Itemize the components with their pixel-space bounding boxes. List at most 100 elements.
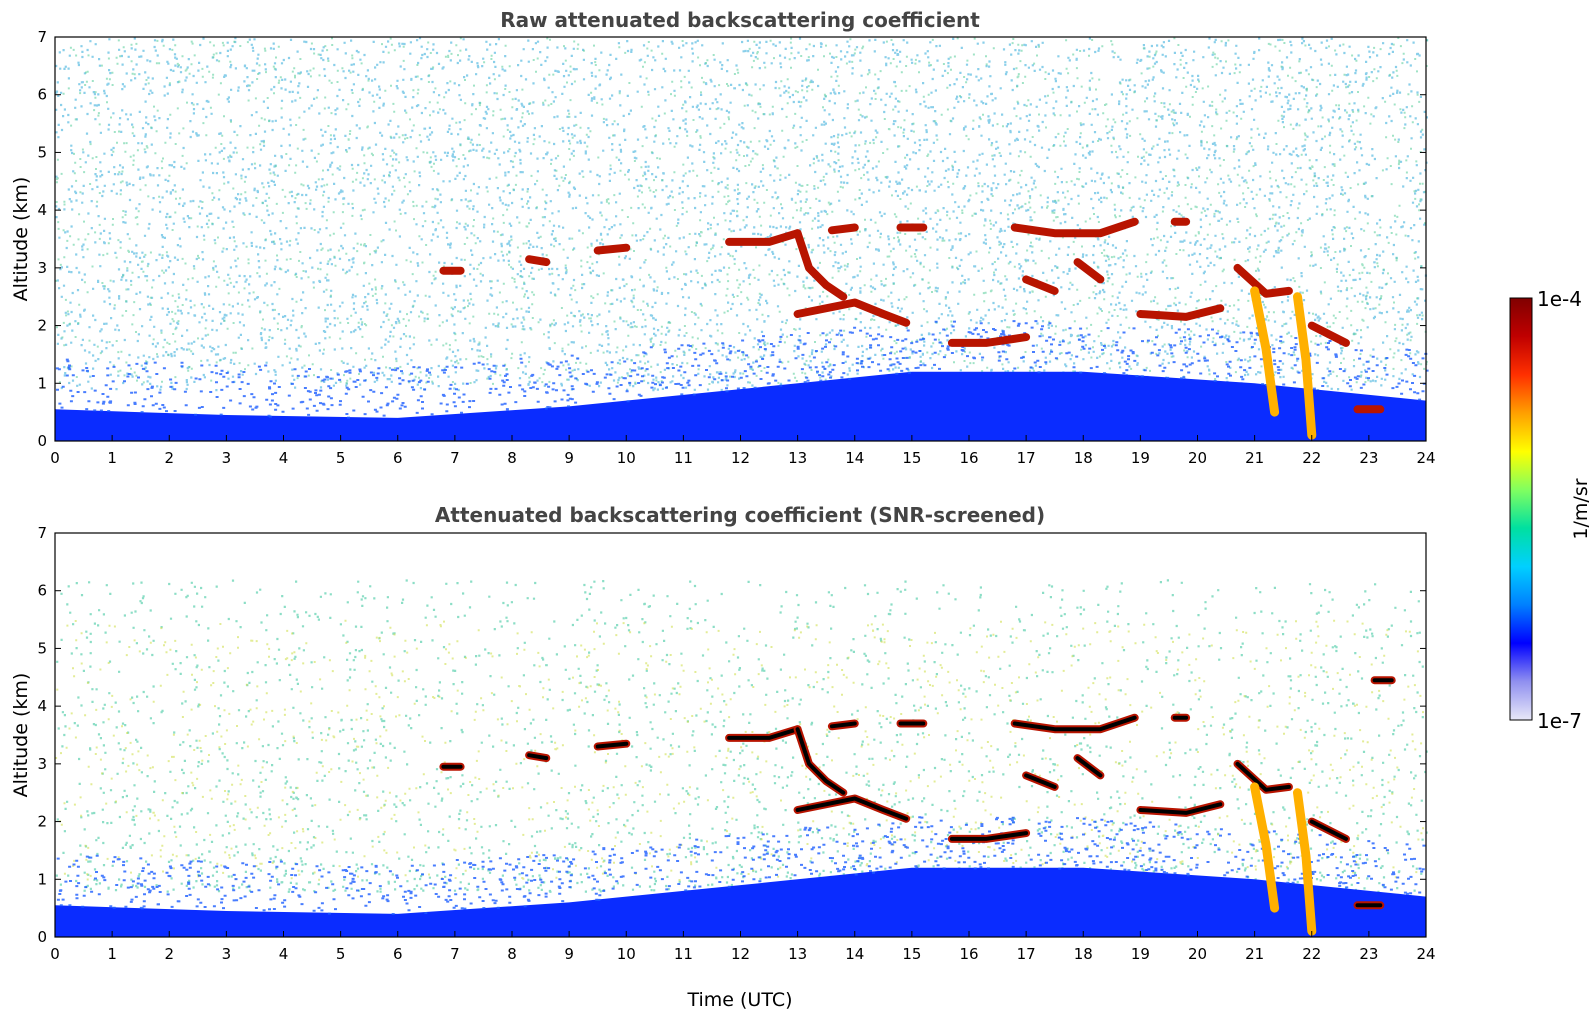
top-cloud-11: [1010, 217, 1139, 238]
colorbar-max-label: 1e-4: [1537, 287, 1582, 311]
colorbar-min-label: 1e-7: [1537, 709, 1582, 733]
top-x-tick-label: 24: [1416, 449, 1435, 467]
bottom-x-tick-label: 19: [1131, 945, 1150, 963]
top-cloud-7: [827, 223, 859, 235]
top-x-tick-label: 22: [1302, 449, 1321, 467]
bottom-cloud-core-5: [795, 727, 846, 795]
bottom-x-tick-label: 21: [1245, 945, 1264, 963]
top-fall-streak-17: [1293, 292, 1317, 440]
bottom-axes: 0 1 2 3 4 5 6 7 8 9 10 11 12 13 14 15 16 17 18 19 20 21 22 23 24…: [37, 524, 1435, 963]
top-cloud-18: [1307, 321, 1350, 347]
top-cloud-5: [793, 229, 848, 301]
top-noise-field: [55, 37, 1429, 392]
top-y-tick-label: 2: [37, 317, 47, 335]
bottom-y-tick-label: 4: [37, 697, 47, 715]
top-x-tick-label: 3: [222, 449, 232, 467]
top-x-tick-label: 6: [393, 449, 403, 467]
top-cloud-2: [525, 255, 551, 267]
top-x-tick-label: 20: [1188, 449, 1207, 467]
bottom-x-tick-label: 10: [617, 945, 636, 963]
bottom-noise-field: [55, 579, 1428, 893]
top-x-tick-label: 21: [1245, 449, 1264, 467]
top-x-tick-label: 17: [1017, 449, 1036, 467]
top-cloud-12: [1073, 258, 1105, 284]
bottom-x-tick-label: 7: [450, 945, 460, 963]
bottom-y-tick-label: 6: [37, 582, 47, 600]
bottom-panel-title: Attenuated backscattering coefficient (S…: [435, 503, 1045, 527]
bottom-y-tick-label: 2: [37, 813, 47, 831]
top-x-tick-label: 19: [1131, 449, 1150, 467]
bottom-cloud-core-15: [1235, 761, 1291, 792]
colorbar: 1e-4 1e-7 1/m/sr: [1509, 287, 1592, 733]
bottom-x-tick-label: 20: [1188, 945, 1207, 963]
bottom-cloud-core-12: [1075, 756, 1103, 778]
top-panel-title: Raw attenuated backscattering coefficien…: [500, 8, 980, 32]
top-cloud-6: [793, 298, 911, 327]
x-axis-label: Time (UTC): [686, 989, 792, 1011]
top-x-tick-label: 10: [617, 449, 636, 467]
top-x-tick-label: 7: [450, 449, 460, 467]
top-cloud-13: [1136, 304, 1225, 321]
bottom-x-tick-label: 14: [845, 945, 864, 963]
top-x-tick-label: 14: [845, 449, 864, 467]
bottom-x-tick-label: 18: [1074, 945, 1093, 963]
bottom-x-tick-label: 0: [50, 945, 60, 963]
top-x-tick-label: 13: [788, 449, 807, 467]
top-y-tick-label: 5: [37, 143, 47, 161]
bottom-x-tick-label: 16: [959, 945, 978, 963]
top-x-tick-label: 5: [336, 449, 346, 467]
top-boundary-layer-top: [55, 320, 1429, 419]
bottom-y-tick-label: 7: [37, 524, 47, 542]
bottom-y-tick-label: 3: [37, 755, 47, 773]
top-x-tick-label: 2: [164, 449, 174, 467]
top-x-tick-label: 18: [1074, 449, 1093, 467]
bottom-fall-streak-17: [1293, 788, 1317, 936]
top-y-tick-label: 1: [37, 374, 47, 392]
colorbar-gradient: [1509, 297, 1533, 721]
bottom-x-tick-label: 1: [107, 945, 117, 963]
bottom-cloud-core-6: [795, 796, 909, 821]
bottom-cloud-core-9: [949, 831, 1029, 841]
top-cloud-9: [947, 333, 1031, 347]
bottom-x-tick-label: 12: [731, 945, 750, 963]
top-y-tick-label: 7: [37, 28, 47, 46]
bottom-x-tick-label: 6: [393, 945, 403, 963]
top-cloud-15: [1233, 263, 1293, 298]
bottom-x-tick-label: 13: [788, 945, 807, 963]
bottom-cloud-core-18: [1309, 819, 1348, 841]
bottom-x-tick-label: 23: [1359, 945, 1378, 963]
top-x-tick-label: 8: [507, 449, 517, 467]
bottom-y-axis-label: Altitude (km): [10, 673, 32, 798]
bottom-x-tick-label: 4: [279, 945, 289, 963]
bottom-y-tick-label: 1: [37, 870, 47, 888]
bottom-x-tick-label: 5: [336, 945, 346, 963]
raw-backscatter-panel: Raw attenuated backscattering coefficien…: [10, 8, 1436, 467]
top-axes: 0 1 2 3 4 5 6 7 8 9 10 11 12 13 14 15 16 17 18 19 20 21 22 23 24…: [37, 28, 1435, 467]
bottom-fall-streak-16: [1250, 782, 1280, 913]
bottom-x-tick-label: 24: [1416, 945, 1435, 963]
bottom-cloud-core-2: [527, 753, 549, 761]
top-x-tick-label: 0: [50, 449, 60, 467]
top-y-tick-label: 6: [37, 86, 47, 104]
top-boundary-layer: [55, 371, 1426, 441]
top-cloud-3: [593, 243, 631, 255]
bottom-x-tick-label: 3: [222, 945, 232, 963]
bottom-cloud-core-13: [1138, 802, 1223, 815]
bottom-x-tick-label: 11: [674, 945, 693, 963]
top-x-tick-label: 12: [731, 449, 750, 467]
top-x-tick-label: 11: [674, 449, 693, 467]
snr-screened-panel: Attenuated backscattering coefficient (S…: [10, 503, 1436, 1011]
bottom-x-tick-label: 9: [564, 945, 574, 963]
top-fall-streak-16: [1250, 286, 1280, 417]
bottom-x-tick-label: 22: [1302, 945, 1321, 963]
top-x-tick-label: 16: [959, 449, 978, 467]
bottom-plot-area: [55, 533, 1428, 937]
colorbar-unit-label: 1/m/sr: [1570, 478, 1592, 539]
top-y-axis-label: Altitude (km): [10, 177, 32, 302]
top-x-tick-label: 23: [1359, 449, 1378, 467]
bottom-cloud-core-4: [727, 727, 800, 740]
bottom-cloud-core-11: [1012, 715, 1137, 732]
top-x-tick-label: 15: [902, 449, 921, 467]
top-y-tick-label: 3: [37, 259, 47, 277]
